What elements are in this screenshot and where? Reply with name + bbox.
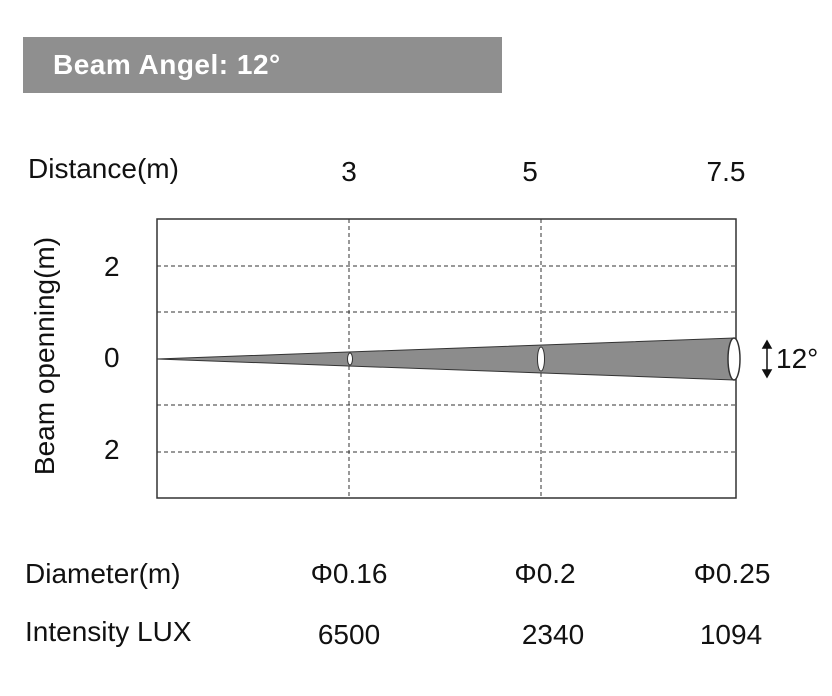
intensity-value-2: 2340 <box>521 619 585 650</box>
distance-value-3: 7.5 <box>706 156 746 187</box>
intensity-value-1: 6500 <box>317 619 381 650</box>
angle-arrow-icon <box>761 339 773 379</box>
diameter-value-3: Φ0.25 <box>693 558 771 589</box>
beam-section-5m <box>537 346 545 372</box>
distance-label: Distance(m) <box>28 153 179 184</box>
beam-section-3m <box>347 352 353 366</box>
diameter-label: Diameter(m) <box>25 558 181 589</box>
diameter-value-2: Φ0.2 <box>514 558 576 589</box>
beam-angle-label: 12° <box>776 343 819 374</box>
intensity-value-3: 1094 <box>699 619 763 650</box>
beam-section-7-5m <box>727 337 741 381</box>
diameter-value-1: Φ0.16 <box>310 558 388 589</box>
intensity-label: Intensity LUX <box>25 616 192 647</box>
title-banner: Beam Angel: 12° <box>23 37 502 93</box>
beam-cone <box>156 337 735 381</box>
y-tick-upper: 2 <box>104 251 120 282</box>
y-tick-zero: 0 <box>104 342 120 373</box>
page-title: Beam Angel: 12° <box>53 49 281 80</box>
distance-value-1: 3 <box>341 156 357 187</box>
grid-lines <box>157 219 736 498</box>
y-tick-lower: 2 <box>104 434 120 465</box>
distance-value-2: 5 <box>522 156 538 187</box>
